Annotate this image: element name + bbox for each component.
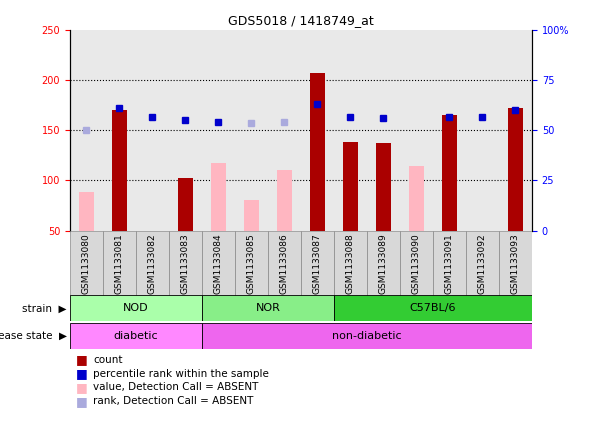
Text: GSM1133085: GSM1133085 <box>247 233 256 294</box>
Bar <box>376 143 391 231</box>
Bar <box>334 295 532 321</box>
Bar <box>400 231 433 296</box>
Text: NOD: NOD <box>123 303 149 313</box>
Bar <box>301 231 334 296</box>
Bar <box>202 323 532 349</box>
Bar <box>244 201 259 231</box>
Bar <box>277 170 292 231</box>
Text: disease state  ▶: disease state ▶ <box>0 331 67 341</box>
Text: C57BL/6: C57BL/6 <box>410 303 456 313</box>
Bar <box>400 30 433 231</box>
Text: GSM1133091: GSM1133091 <box>445 233 454 294</box>
Bar <box>334 231 367 296</box>
Text: NOR: NOR <box>255 303 280 313</box>
Text: GSM1133080: GSM1133080 <box>82 233 91 294</box>
Text: GSM1133089: GSM1133089 <box>379 233 388 294</box>
Text: diabetic: diabetic <box>114 331 158 341</box>
Bar <box>202 295 334 321</box>
Bar <box>103 231 136 296</box>
Text: GSM1133088: GSM1133088 <box>346 233 355 294</box>
Bar <box>136 30 169 231</box>
Bar <box>202 231 235 296</box>
Bar <box>268 30 301 231</box>
Bar <box>334 30 367 231</box>
Text: GSM1133083: GSM1133083 <box>181 233 190 294</box>
Text: non-diabetic: non-diabetic <box>332 331 402 341</box>
Bar <box>235 30 268 231</box>
Bar <box>79 192 94 231</box>
Text: ■: ■ <box>76 381 88 394</box>
Bar <box>367 231 400 296</box>
Text: GSM1133084: GSM1133084 <box>214 233 223 294</box>
Bar <box>433 231 466 296</box>
Bar <box>508 108 523 231</box>
Bar <box>499 231 532 296</box>
Bar <box>235 231 268 296</box>
Bar <box>367 30 400 231</box>
Bar <box>70 295 202 321</box>
Text: count: count <box>93 354 123 365</box>
Title: GDS5018 / 1418749_at: GDS5018 / 1418749_at <box>228 14 374 27</box>
Bar <box>178 179 193 231</box>
Bar <box>169 30 202 231</box>
Bar <box>343 142 358 231</box>
Bar <box>409 166 424 231</box>
Bar <box>136 231 169 296</box>
Bar <box>211 163 226 231</box>
Bar <box>466 231 499 296</box>
Bar <box>202 30 235 231</box>
Bar <box>442 115 457 231</box>
Bar <box>70 323 202 349</box>
Text: GSM1133092: GSM1133092 <box>478 233 487 294</box>
Text: percentile rank within the sample: percentile rank within the sample <box>93 368 269 379</box>
Bar <box>310 73 325 231</box>
Text: ■: ■ <box>76 353 88 366</box>
Bar <box>466 30 499 231</box>
Text: ■: ■ <box>76 395 88 408</box>
Bar <box>301 30 334 231</box>
Text: value, Detection Call = ABSENT: value, Detection Call = ABSENT <box>93 382 258 393</box>
Text: GSM1133081: GSM1133081 <box>115 233 124 294</box>
Bar <box>70 231 103 296</box>
Text: GSM1133093: GSM1133093 <box>511 233 520 294</box>
Bar <box>112 110 127 231</box>
Text: strain  ▶: strain ▶ <box>22 303 67 313</box>
Text: rank, Detection Call = ABSENT: rank, Detection Call = ABSENT <box>93 396 254 407</box>
Text: GSM1133086: GSM1133086 <box>280 233 289 294</box>
Text: GSM1133082: GSM1133082 <box>148 233 157 294</box>
Bar <box>268 231 301 296</box>
Text: ■: ■ <box>76 367 88 380</box>
Bar <box>169 231 202 296</box>
Text: GSM1133090: GSM1133090 <box>412 233 421 294</box>
Bar <box>103 30 136 231</box>
Text: GSM1133087: GSM1133087 <box>313 233 322 294</box>
Bar <box>70 30 103 231</box>
Bar <box>433 30 466 231</box>
Bar <box>499 30 532 231</box>
